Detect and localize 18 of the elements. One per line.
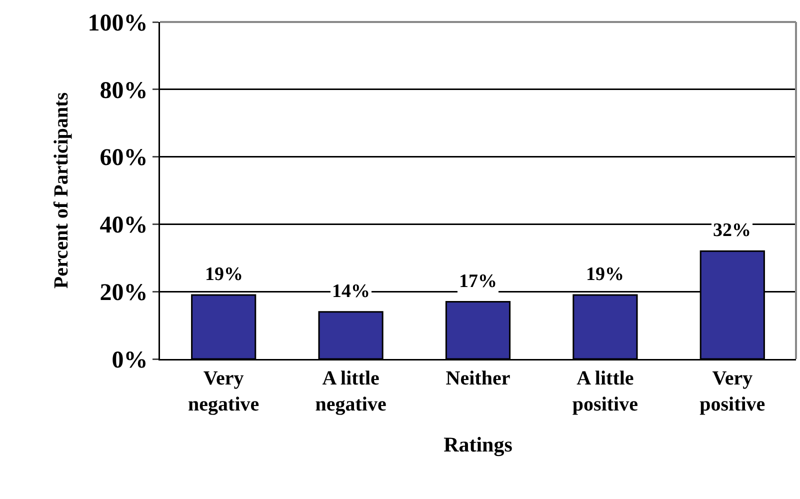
data-label: 32% bbox=[713, 220, 751, 241]
data-label: 19% bbox=[586, 264, 624, 285]
x-tick-label: Very positive bbox=[700, 368, 766, 416]
y-axis-title: Percent of Participants bbox=[50, 92, 72, 289]
y-tick-label: 0% bbox=[112, 347, 148, 374]
x-axis-title: Ratings bbox=[444, 432, 512, 456]
y-tick-label: 60% bbox=[100, 145, 148, 172]
y-tick-label: 20% bbox=[100, 280, 148, 306]
y-tick-label: 100% bbox=[88, 10, 148, 36]
data-label: 19% bbox=[205, 264, 243, 285]
x-tick-label: Neither bbox=[446, 368, 510, 390]
data-label: 17% bbox=[459, 271, 497, 292]
data-label: 14% bbox=[332, 281, 370, 302]
x-tick-label: A little positive bbox=[572, 368, 638, 416]
y-tick-label: 80% bbox=[100, 78, 148, 104]
y-tick-label: 40% bbox=[100, 212, 148, 239]
x-tick-label: Very negative bbox=[188, 368, 260, 416]
x-tick-label: A little negative bbox=[315, 368, 386, 416]
